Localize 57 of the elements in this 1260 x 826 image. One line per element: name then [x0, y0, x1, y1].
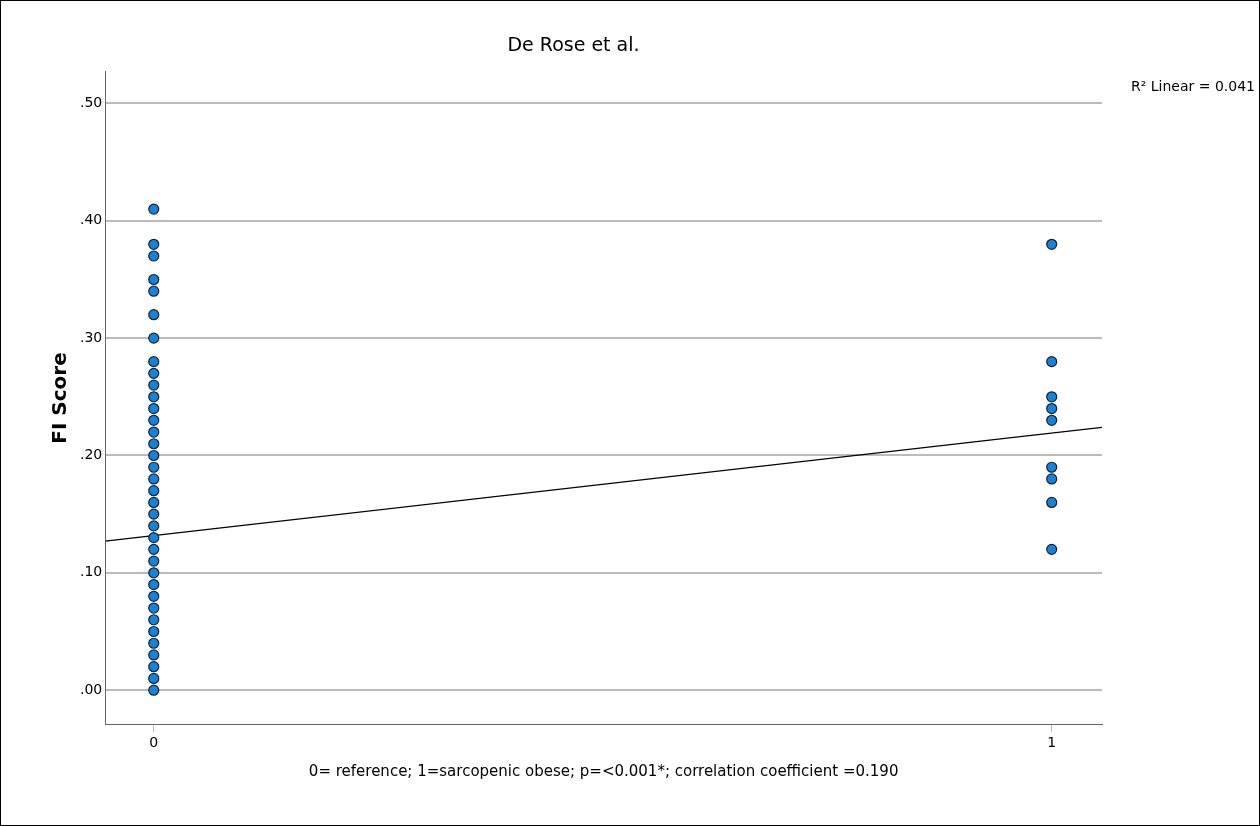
point [148, 332, 160, 344]
point [148, 602, 160, 614]
point [148, 414, 160, 426]
point [1046, 238, 1058, 250]
point [148, 367, 160, 379]
point [1046, 496, 1058, 509]
point [148, 391, 160, 403]
point [148, 473, 160, 485]
point [1046, 391, 1058, 403]
point [148, 684, 160, 696]
point [1046, 543, 1058, 555]
point [1046, 402, 1058, 415]
point [148, 555, 160, 567]
point [148, 649, 160, 661]
point [148, 485, 160, 497]
point [148, 356, 160, 368]
point [148, 543, 160, 555]
point [148, 496, 160, 509]
y-tick-label: .00 [80, 680, 103, 697]
y-tick-label: .50 [80, 94, 103, 111]
point [1046, 473, 1058, 485]
point [148, 672, 160, 685]
x-tick-label: 1 [1047, 734, 1057, 751]
y-axis-title: FI Score [47, 352, 72, 444]
y-tick-label: .20 [80, 446, 103, 463]
y-tick-label: .30 [80, 328, 103, 345]
point [148, 273, 160, 286]
point [148, 625, 160, 638]
point [1046, 414, 1058, 426]
point [148, 379, 160, 391]
point [148, 203, 160, 215]
point [148, 532, 160, 544]
point [148, 250, 160, 262]
point [148, 449, 160, 462]
point [148, 438, 160, 450]
point [1046, 356, 1058, 368]
chart-title: De Rose et al. [507, 33, 640, 56]
point [1046, 461, 1058, 473]
point [148, 238, 160, 250]
point [148, 520, 160, 532]
point [148, 461, 160, 473]
y-tick-label: .40 [80, 211, 103, 228]
x-tick-label: 0 [149, 734, 159, 751]
point [148, 661, 160, 673]
point [148, 309, 160, 321]
point [148, 285, 160, 297]
text: R² Linear = 0.041 [1130, 78, 1255, 95]
point [148, 614, 160, 626]
point [148, 402, 160, 415]
y-tick-label: .10 [80, 563, 103, 580]
point [148, 567, 160, 579]
point [148, 426, 160, 438]
point [148, 590, 160, 602]
point [148, 578, 160, 591]
point [148, 508, 160, 520]
point [148, 637, 160, 649]
x-axis-title: 0= reference; 1=sarcopenic obese; p=<0.001*; correlation coefficient =0.190 [308, 761, 899, 780]
